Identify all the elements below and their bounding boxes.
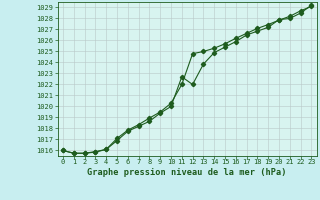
X-axis label: Graphe pression niveau de la mer (hPa): Graphe pression niveau de la mer (hPa) bbox=[87, 168, 287, 177]
